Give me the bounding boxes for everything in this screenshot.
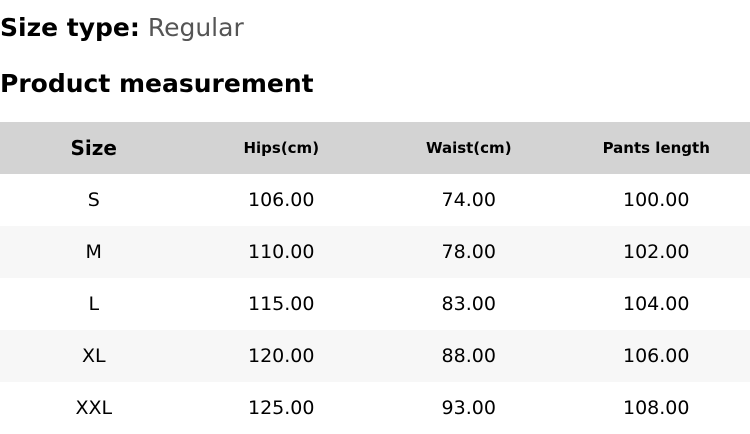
cell-hips: 120.00 [248,345,315,367]
header-hips: Hips(cm) [243,139,320,157]
cell-size: XL [81,345,106,367]
table-row: XL 120.00 88.00 106.00 [0,330,750,382]
cell-waist: 78.00 [441,241,496,263]
table-header-row: Size Hips(cm) Waist(cm) Pants length [0,122,750,174]
cell-size: L [88,293,100,315]
table-row: M 110.00 78.00 102.00 [0,226,750,278]
size-type-value: Regular [147,13,244,42]
cell-size: M [85,241,102,263]
header-pants-length: Pants length [602,139,710,157]
header-size: Size [70,136,117,160]
cell-hips: 115.00 [248,293,315,315]
cell-hips: 110.00 [248,241,315,263]
cell-waist: 93.00 [441,397,496,419]
section-title: Product measurement [0,69,314,98]
cell-size: XXL [75,397,113,419]
table-row: L 115.00 83.00 104.00 [0,278,750,330]
cell-pants-length: 100.00 [623,189,690,211]
cell-pants-length: 102.00 [623,241,690,263]
size-type: Size type: Regular [0,12,244,44]
table-row: S 106.00 74.00 100.00 [0,174,750,226]
cell-size: S [87,189,100,211]
cell-hips: 125.00 [248,397,315,419]
cell-pants-length: 106.00 [623,345,690,367]
header-waist: Waist(cm) [425,139,512,157]
cell-waist: 88.00 [441,345,496,367]
cell-hips: 106.00 [248,189,315,211]
cell-waist: 74.00 [441,189,496,211]
cell-pants-length: 108.00 [623,397,690,419]
cell-pants-length: 104.00 [623,293,690,315]
size-type-label: Size type: [0,13,140,42]
cell-waist: 83.00 [441,293,496,315]
table-row: XXL 125.00 93.00 108.00 [0,382,750,434]
measurement-table: Size Hips(cm) Waist(cm) Pants length S 10… [0,122,750,434]
